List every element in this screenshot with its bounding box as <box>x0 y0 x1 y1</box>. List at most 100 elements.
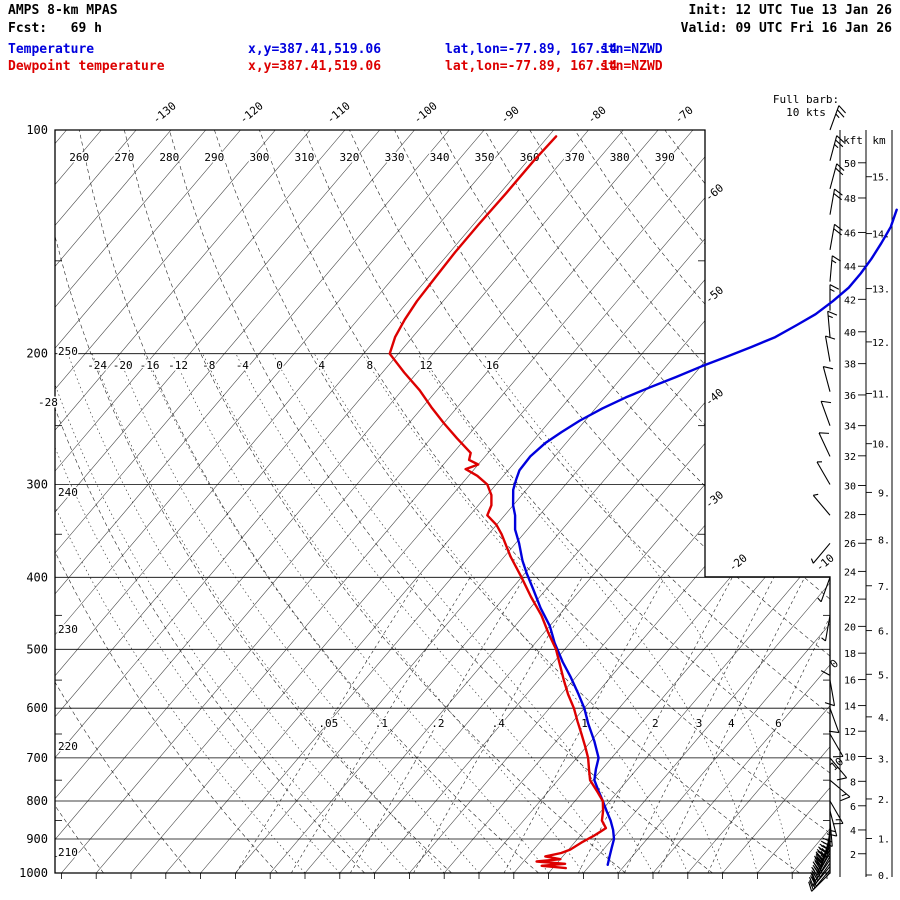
dewpoint-legend-station: stn=NZWD <box>600 59 663 74</box>
wind-barb <box>829 733 844 758</box>
chart-label: 12. <box>872 338 890 349</box>
chart-label: .05 <box>318 717 338 730</box>
chart-label: 13. <box>872 285 890 296</box>
chart-label: 2 <box>850 850 856 861</box>
chart-label: 260 <box>69 151 89 164</box>
chart-label: 12 <box>844 727 856 738</box>
wind-barb <box>829 105 846 131</box>
chart-label: 10 kts <box>786 106 826 119</box>
chart-label: 8 <box>367 359 374 372</box>
chart-label: 32 <box>844 452 856 463</box>
chart-label: 320 <box>340 151 360 164</box>
chart-label: -16 <box>140 359 160 372</box>
valid-time: Valid: 09 UTC Fri 16 Jan 26 <box>680 21 892 36</box>
chart-label: 4 <box>850 826 856 837</box>
chart-label: 5. <box>878 670 890 681</box>
background-grid <box>55 130 830 873</box>
chart-label: -20 <box>113 359 133 372</box>
chart-label: -50 <box>703 284 727 307</box>
chart-label: 16 <box>486 359 499 372</box>
chart-label: -10 <box>813 551 837 574</box>
init-time: Init: 12 UTC Tue 13 Jan 26 <box>688 3 893 18</box>
wind-barb <box>810 542 831 564</box>
chart-label: 10. <box>872 440 890 451</box>
chart-label: 18 <box>844 649 856 660</box>
temperature-legend-label: Temperature <box>8 42 95 57</box>
wind-barb <box>829 757 848 781</box>
temperature-curve <box>511 208 898 866</box>
plot-border <box>54 129 831 874</box>
chart-label: 26 <box>844 539 856 550</box>
chart-label: 370 <box>565 151 585 164</box>
dewpoint-legend-latlon: lat,lon=-77.89, 167.14 <box>445 59 618 74</box>
chart-label: 42 <box>844 295 856 306</box>
chart-label: kft <box>843 134 863 147</box>
chart-label: 340 <box>430 151 450 164</box>
dewpoint-legend-xy: x,y=387.41,519.06 <box>248 59 382 74</box>
chart-label: 390 <box>655 151 675 164</box>
wind-barb <box>822 366 834 392</box>
chart-label: 7. <box>878 582 890 593</box>
chart-label: 2 <box>652 717 659 730</box>
wind-barb <box>829 779 851 802</box>
chart-label: 3. <box>878 754 890 765</box>
chart-label: 900 <box>26 832 48 846</box>
chart-label: 400 <box>26 570 48 584</box>
minor-pressure-ticks <box>55 260 830 857</box>
chart-label: 350 <box>475 151 495 164</box>
chart-label: 200 <box>26 347 48 361</box>
chart-label: 330 <box>385 151 405 164</box>
chart-label: -80 <box>585 104 609 127</box>
chart-label: 50 <box>844 159 856 170</box>
chart-label: 500 <box>26 642 48 656</box>
wind-barb <box>820 649 831 676</box>
chart-label: 11. <box>872 390 890 401</box>
chart-label: 48 <box>844 194 856 205</box>
chart-label: 6 <box>850 802 856 813</box>
wind-barb <box>827 310 838 338</box>
chart-label: -8 <box>202 359 215 372</box>
chart-label: 16 <box>844 676 856 687</box>
chart-label: 22 <box>844 595 856 606</box>
wind-barb <box>817 577 831 603</box>
chart-label: km <box>872 134 886 147</box>
chart-label: 300 <box>26 478 48 492</box>
chart-label: 12 <box>419 359 432 372</box>
chart-label: 30 <box>844 481 856 492</box>
chart-label: 0 <box>276 359 283 372</box>
chart-label: 38 <box>844 360 856 371</box>
wind-barb <box>829 284 840 311</box>
chart-label: 3 <box>696 717 703 730</box>
chart-label: 34 <box>844 422 856 433</box>
moist-adiabat-lines <box>55 353 793 873</box>
dewpoint-curve <box>388 135 608 870</box>
chart-label: -30 <box>703 488 727 511</box>
chart-label: 28 <box>844 511 856 522</box>
chart-label: 310 <box>295 151 315 164</box>
chart-label: 46 <box>844 228 856 239</box>
chart-label: -70 <box>672 104 696 127</box>
chart-label: 20 <box>844 622 856 633</box>
chart-label: 240 <box>58 486 78 499</box>
temperature-legend-xy: x,y=387.41,519.06 <box>248 42 382 57</box>
wind-barb <box>816 461 831 485</box>
chart-label: .4 <box>492 717 506 730</box>
chart-label: 4. <box>878 713 890 724</box>
chart-label: 1 <box>581 717 588 730</box>
chart-label: 0. <box>878 871 890 882</box>
wind-barb <box>829 223 843 250</box>
chart-label: .2 <box>431 717 444 730</box>
wind-barb <box>809 866 831 887</box>
chart-label: 210 <box>58 846 78 859</box>
chart-label: 44 <box>844 262 856 273</box>
chart-label: 290 <box>204 151 224 164</box>
chart-label: 10 <box>844 752 856 763</box>
chart-label: 4 <box>318 359 325 372</box>
chart-label: 1. <box>878 835 890 846</box>
chart-label: -20 <box>726 551 750 574</box>
chart-label: -120 <box>237 99 266 126</box>
isotherm-lines <box>55 130 830 873</box>
chart-label: -4 <box>236 359 250 372</box>
